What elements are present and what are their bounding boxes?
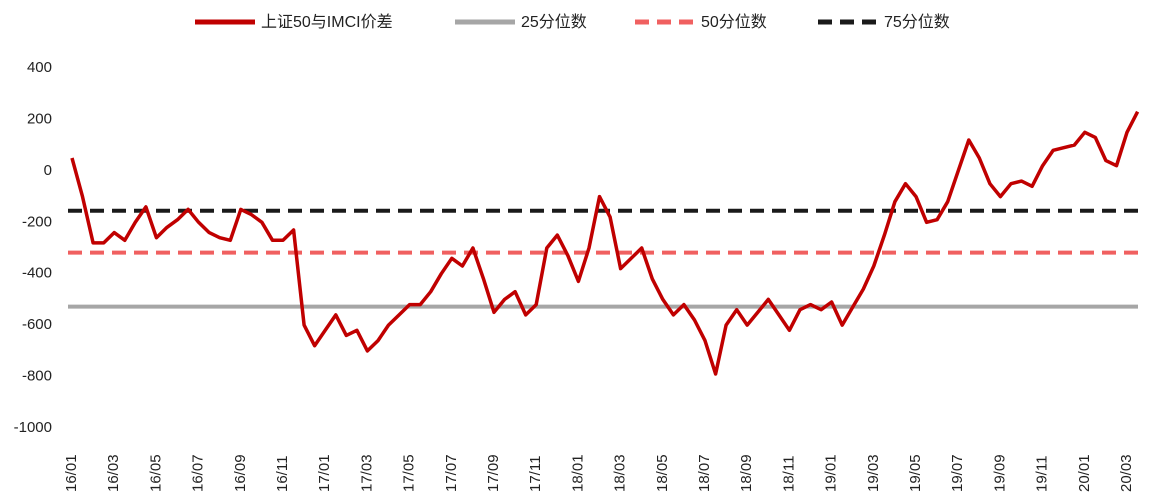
legend-item: 75分位数 (818, 13, 950, 31)
legend-item: 25分位数 (455, 13, 587, 31)
x-tick-label: 20/03 (1118, 454, 1135, 492)
x-tick-label: 17/03 (358, 454, 375, 492)
data-line (70, 110, 1140, 376)
x-tick-label: 16/01 (63, 454, 80, 492)
x-tick-label: 19/01 (823, 454, 840, 492)
legend-item: 上证50与IMCI价差 (195, 13, 393, 31)
y-tick-label: -800 (22, 368, 52, 385)
y-tick-label: 400 (27, 59, 52, 76)
y-tick-label: 0 (44, 162, 52, 179)
x-tick-label: 16/11 (274, 456, 291, 492)
legend-label: 75分位数 (884, 13, 950, 31)
x-tick-label: 17/05 (401, 454, 418, 492)
x-tick-label: 17/11 (527, 456, 544, 492)
x-tick-label: 20/01 (1076, 454, 1093, 492)
x-tick-label: 18/09 (738, 454, 755, 492)
x-tick-label: 16/07 (190, 454, 207, 492)
x-tick-label: 17/07 (443, 454, 460, 492)
x-tick-label: 18/11 (780, 456, 797, 492)
y-tick-label: -1000 (14, 419, 52, 436)
x-tick-label: 16/05 (147, 454, 164, 492)
x-tick-label: 19/03 (865, 454, 882, 492)
y-tick-label: -600 (22, 316, 52, 333)
x-tick-label: 19/11 (1034, 456, 1051, 492)
legend-label: 25分位数 (521, 13, 587, 31)
legend-label: 上证50与IMCI价差 (261, 13, 393, 31)
x-tick-label: 18/03 (612, 454, 629, 492)
x-tick-label: 16/03 (105, 454, 122, 492)
x-tick-label: 17/09 (485, 454, 502, 492)
x-tick-label: 19/07 (949, 454, 966, 492)
x-tick-label: 17/01 (316, 454, 333, 492)
x-tick-label: 16/09 (232, 454, 249, 492)
x-tick-label: 19/09 (991, 454, 1008, 492)
x-tick-label: 19/05 (907, 454, 924, 492)
x-tick-label: 18/07 (696, 454, 713, 492)
legend-item: 50分位数 (635, 13, 767, 31)
y-tick-label: -400 (22, 265, 52, 282)
x-tick-label: 18/01 (569, 454, 586, 492)
legend-label: 50分位数 (701, 13, 767, 31)
x-tick-label: 18/05 (654, 454, 671, 492)
y-tick-label: -200 (22, 213, 52, 230)
y-tick-label: 200 (27, 110, 52, 127)
